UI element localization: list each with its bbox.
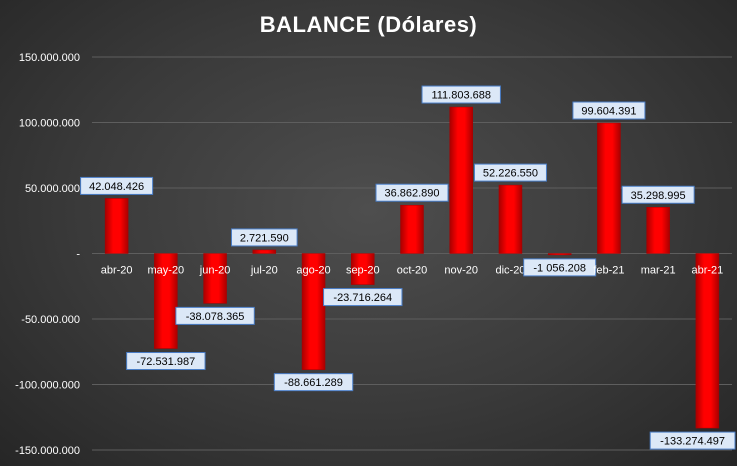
data-label-text: -133.274.497 bbox=[660, 436, 725, 448]
data-label: -1 056.208 bbox=[523, 258, 597, 277]
bar bbox=[646, 207, 670, 254]
bar bbox=[301, 253, 326, 370]
data-label: -72.531.987 bbox=[126, 352, 206, 371]
x-tick-label: dic-20 bbox=[495, 265, 525, 277]
bar bbox=[547, 253, 572, 256]
data-label: 111.803.688 bbox=[421, 85, 501, 104]
data-label-box bbox=[421, 85, 501, 104]
data-label: 42.048.426 bbox=[80, 176, 154, 195]
bar bbox=[695, 253, 720, 429]
x-tick-label: abr-21 bbox=[691, 265, 723, 277]
data-label: -38.078.365 bbox=[175, 306, 255, 325]
x-tick-label: may-20 bbox=[148, 265, 185, 277]
x-tick-label: nov-20 bbox=[444, 265, 478, 277]
data-label-text: 111.803.688 bbox=[431, 90, 491, 102]
data-label-box bbox=[323, 288, 403, 307]
x-tick-label: mar-21 bbox=[641, 265, 676, 277]
data-label-text: 35.298.995 bbox=[631, 190, 686, 202]
data-label-text: -38.078.365 bbox=[186, 311, 245, 323]
bar bbox=[351, 253, 375, 285]
data-label-box bbox=[649, 431, 736, 450]
x-tick-label: jun-20 bbox=[199, 265, 231, 277]
data-label: -88.661.289 bbox=[273, 373, 354, 392]
y-tick-label: - bbox=[76, 249, 80, 261]
data-label: -133.274.497 bbox=[649, 431, 736, 450]
data-label-text: 42.048.426 bbox=[89, 181, 144, 193]
x-tick-label: feb-21 bbox=[593, 265, 624, 277]
data-label-text: -23.716.264 bbox=[333, 292, 392, 304]
y-tick-label: 50.000.000 bbox=[25, 183, 80, 195]
data-label: 2.721.590 bbox=[231, 228, 298, 247]
data-label: 52.226.550 bbox=[473, 163, 547, 182]
x-tick-label: sep-20 bbox=[346, 265, 380, 277]
data-label-box bbox=[231, 228, 298, 247]
x-tick-label: jul-20 bbox=[250, 265, 278, 277]
bar bbox=[154, 253, 178, 349]
data-label-box bbox=[523, 258, 597, 277]
data-label-box bbox=[375, 183, 449, 202]
bar bbox=[104, 198, 129, 254]
data-label-box bbox=[473, 163, 547, 182]
bar bbox=[449, 106, 473, 254]
data-label: 99.604.391 bbox=[572, 101, 646, 120]
y-tick-label: 100.000.000 bbox=[19, 118, 80, 130]
y-tick-label: -150.000.000 bbox=[15, 445, 80, 457]
data-label-box bbox=[80, 176, 154, 195]
bar bbox=[203, 253, 227, 304]
data-label-text: -1 056.208 bbox=[533, 262, 586, 274]
bar bbox=[252, 249, 277, 254]
data-label-box bbox=[572, 101, 646, 120]
data-label: 35.298.995 bbox=[621, 185, 695, 204]
x-tick-label: oct-20 bbox=[397, 265, 428, 277]
data-label-text: 52.226.550 bbox=[483, 168, 538, 180]
data-label-box bbox=[273, 373, 354, 392]
data-label: 36.862.890 bbox=[375, 183, 449, 202]
data-label-text: 99.604.391 bbox=[581, 106, 636, 118]
bar bbox=[400, 204, 424, 254]
y-tick-label: -100.000.000 bbox=[15, 380, 80, 392]
bar bbox=[597, 122, 621, 254]
y-tick-label: -50.000.000 bbox=[21, 314, 80, 326]
data-label-text: -72.531.987 bbox=[136, 356, 195, 368]
data-label-box bbox=[175, 306, 255, 325]
data-label: -23.716.264 bbox=[323, 288, 403, 307]
data-label-box bbox=[126, 352, 206, 371]
data-label-text: 2.721.590 bbox=[240, 232, 289, 244]
data-label-text: 36.862.890 bbox=[384, 188, 439, 200]
chart-title: BALANCE (Dólares) bbox=[259, 12, 478, 37]
data-label-box bbox=[621, 185, 695, 204]
x-tick-label: ago-20 bbox=[296, 265, 330, 277]
x-tick-label: abr-20 bbox=[101, 265, 133, 277]
bar bbox=[498, 184, 523, 254]
y-tick-label: 150.000.000 bbox=[19, 52, 80, 64]
data-label-text: -88.661.289 bbox=[284, 377, 343, 389]
